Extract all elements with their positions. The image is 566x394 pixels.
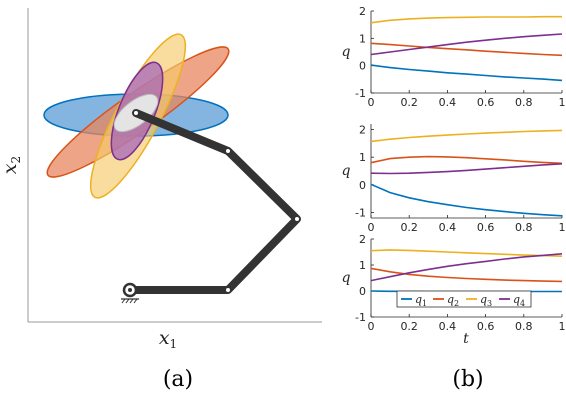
- legend-label-q4: q4: [513, 293, 525, 308]
- end-effector-marker: [134, 111, 138, 115]
- y-tick-label: 0: [359, 179, 366, 192]
- y-axis-label: q: [342, 44, 351, 60]
- y-tick-label: 2: [359, 5, 366, 18]
- legend-label-q3: q3: [480, 293, 492, 308]
- x-tick-label: 1: [559, 221, 566, 234]
- series-line-q1: [370, 64, 563, 82]
- panel-b-caption: (b): [452, 367, 483, 392]
- series-line-q2: [370, 155, 563, 165]
- x-tick-label: 0.8: [515, 96, 533, 109]
- y-tick-label: 2: [359, 124, 366, 137]
- x-tick-label: 0.4: [439, 96, 457, 109]
- x-tick-label: 0.6: [477, 320, 495, 333]
- y-tick-label: -1: [355, 206, 366, 219]
- arm-links: [126, 109, 301, 294]
- y-axis-label: q: [342, 270, 351, 286]
- series-line-q2: [370, 42, 563, 57]
- x-tick-label: 0: [368, 221, 375, 234]
- x-tick-label: 0.4: [439, 221, 457, 234]
- series-line-q3: [370, 129, 563, 143]
- series-line-q4: [370, 253, 563, 282]
- y-tick-label: -1: [355, 311, 366, 324]
- x-tick-label: 0.8: [515, 320, 533, 333]
- x-tick-label: 0.6: [477, 96, 495, 109]
- legend: q1 q2 q3 q4: [396, 290, 532, 308]
- joint-marker: [295, 217, 299, 221]
- joint-marker: [226, 288, 230, 292]
- x-tick-label: 1: [559, 320, 566, 333]
- series-line-q4: [370, 163, 563, 175]
- joint-marker: [226, 149, 230, 153]
- x-tick-label: 0.6: [477, 221, 495, 234]
- panel-a-caption: (a): [163, 367, 193, 392]
- y-tick-label: 1: [359, 151, 366, 164]
- y-tick-label: 0: [359, 60, 366, 73]
- panel-a-xlabel: x1: [159, 327, 177, 351]
- robot-arm: [121, 109, 301, 304]
- legend-box: [396, 290, 532, 308]
- y-tick-label: -1: [355, 87, 366, 100]
- series-line-q4: [370, 33, 563, 56]
- legend-label-q1: q1: [415, 293, 427, 308]
- x-tick-label: 0.2: [400, 96, 418, 109]
- panel-b-xlabel: t: [463, 331, 469, 347]
- x-tick-label: 0.8: [515, 221, 533, 234]
- panel-a: x1 x2 (a): [0, 8, 322, 392]
- x-tick-label: 1: [559, 96, 566, 109]
- y-tick-label: 2: [359, 233, 366, 246]
- x-tick-label: 0: [368, 96, 375, 109]
- x-tick-label: 0.2: [400, 221, 418, 234]
- y-axis-label: q: [342, 163, 351, 179]
- x-tick-label: 0.4: [439, 320, 457, 333]
- x-tick-label: 0.2: [400, 320, 418, 333]
- x-tick-label: 0: [368, 320, 375, 333]
- panel-a-ylabel: x2: [0, 156, 23, 174]
- y-tick-label: 0: [359, 285, 366, 298]
- series-line-q3: [370, 15, 562, 24]
- series-line-q3: [370, 249, 563, 257]
- legend-label-q2: q2: [447, 293, 459, 308]
- y-tick-label: 1: [359, 259, 366, 272]
- y-tick-label: 1: [359, 32, 366, 45]
- series-line-q1: [370, 183, 563, 217]
- base-joint-icon: [121, 282, 139, 304]
